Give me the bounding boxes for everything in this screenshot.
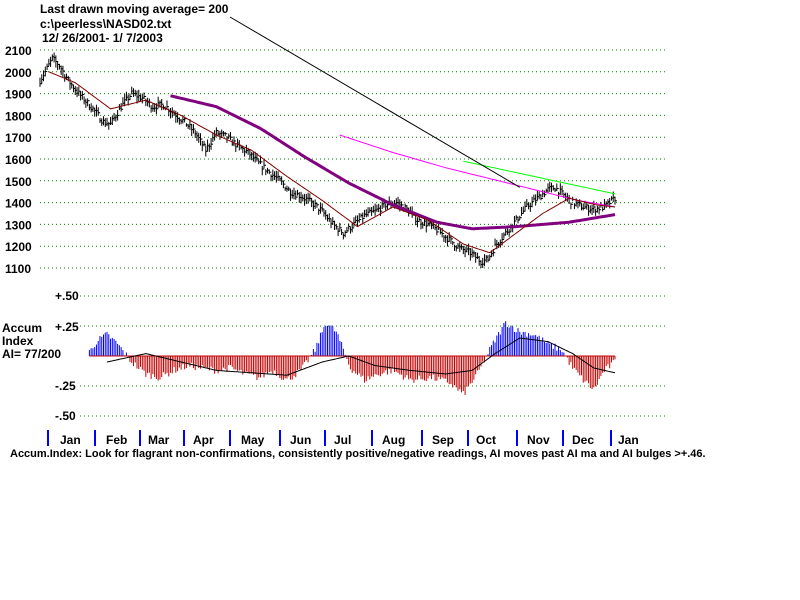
y-tick-label: 1800 [5,109,32,123]
footnote: Accum.Index: Look for flagrant non-confi… [10,448,706,460]
month-label: Apr [193,433,214,447]
month-label: Oct [476,433,496,447]
month-axis: Jan Feb Mar Apr May Jun Jul Aug Sep Oct … [47,430,639,447]
trend-line-black [229,16,521,188]
ai-y-tick-label: +.25 [55,320,79,334]
accum-index-bars [88,321,616,395]
y-tick-label: 1200 [5,240,32,254]
price-ohlc-bars [39,52,617,268]
y-tick-label: 1100 [5,262,31,276]
ai-y-tick-label: +.50 [55,289,79,303]
price-gridlines [40,49,668,269]
moving-average-mid-line [170,94,616,231]
month-label: Mar [148,433,170,447]
ai-y-tick-label: -.50 [55,409,76,423]
price-y-axis: 2100 2000 1900 1800 1700 1600 1500 1400 … [5,44,32,276]
y-tick-label: 1600 [5,153,32,167]
trend-line-green [463,160,616,195]
ai-label-value: AI= 77/200 [2,347,61,361]
y-tick-label: 1900 [5,88,32,102]
month-label: Feb [106,433,127,447]
month-label: Jun [290,433,311,447]
y-tick-label: 1300 [5,218,32,232]
moving-average-200-line [339,134,616,208]
ai-label-index: Index [2,334,34,348]
ai-y-tick-label: -.25 [55,379,76,393]
month-label: Dec [572,433,594,447]
header-moving-average: Last drawn moving average= 200 [40,2,229,16]
header-filename: c:\peerless\NASD02.txt [40,17,171,31]
header-date-range: 12/ 26/2001- 1/ 7/2003 [42,31,163,45]
accum-index-ma-line [106,337,616,376]
ai-label-accum: Accum [2,321,42,335]
month-label: Jul [334,433,351,447]
moving-average-short-line [48,71,616,254]
y-tick-label: 1400 [5,197,32,211]
y-tick-label: 1700 [5,131,32,145]
y-tick-label: 2000 [5,66,32,80]
month-label: May [241,433,265,447]
month-label: Nov [527,433,550,447]
month-label: Aug [382,433,405,447]
month-label: Sep [432,433,454,447]
month-label: Jan [60,433,81,447]
y-tick-label: 1500 [5,175,32,189]
y-tick-label: 2100 [5,44,32,58]
month-label: Jan [618,433,639,447]
